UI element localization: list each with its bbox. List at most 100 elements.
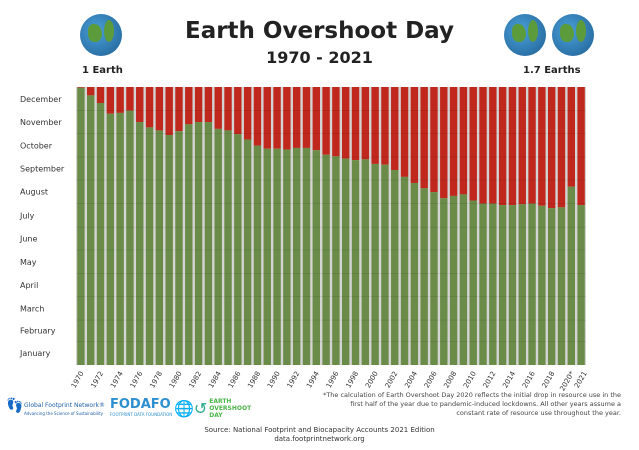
x-tick-label: 1982 (187, 370, 203, 389)
bar-overshoot-2003 (400, 87, 409, 177)
bar-budget-1971 (87, 95, 95, 365)
bar-overshoot-2012 (489, 87, 497, 204)
y-tick-label: September (20, 164, 65, 173)
bar-budget-1998 (351, 160, 360, 365)
x-tick-label: 2018 (541, 370, 557, 389)
bar-overshoot-1997 (342, 87, 350, 159)
bar-overshoot-1999 (361, 87, 370, 160)
x-tick-label: 2004 (403, 370, 419, 390)
y-tick-label: March (20, 304, 44, 313)
bar-overshoot-1993 (302, 87, 311, 148)
bar-overshoot-1972 (96, 87, 105, 103)
bar-overshoot-2015 (518, 87, 526, 205)
bar-budget-1990 (273, 148, 281, 365)
y-tick-label: May (20, 258, 37, 267)
fodafo-logo: FODAFO FOOTPRINT DATA FOUNDATION (110, 398, 172, 418)
bar-budget-1991 (283, 149, 291, 365)
bar-budget-1992 (292, 147, 301, 365)
bar-overshoot-2010 (469, 87, 477, 201)
bar-overshoot-1990 (273, 87, 281, 149)
source-text: Source: National Footprint and Biocapaci… (204, 426, 435, 434)
bar-overshoot-1977 (145, 87, 154, 128)
bar-budget-1974 (116, 112, 124, 365)
bar-budget-1988 (253, 145, 262, 365)
x-tick-label: 1974 (109, 370, 125, 390)
bar-overshoot-2002 (391, 87, 399, 171)
bar-overshoot-1995 (322, 87, 330, 155)
bar-overshoot-1991 (283, 87, 291, 150)
bar-overshoot-1998 (351, 87, 360, 161)
bar-budget-2017 (538, 205, 546, 365)
bar-budget-2002 (391, 170, 399, 365)
bar-budget-1989 (263, 148, 271, 365)
bar-budget-1979 (165, 134, 173, 365)
bar-budget-2001 (381, 164, 389, 365)
x-tick-label: 1970 (70, 370, 86, 389)
bar-overshoot-1973 (106, 87, 115, 114)
bar-budget-1982 (194, 122, 203, 365)
bar-budget-1975 (126, 110, 134, 365)
x-tick-label: 1986 (227, 370, 243, 390)
bar-budget-1986 (234, 134, 242, 365)
bar-overshoot-2008 (449, 87, 458, 196)
bar-budget-2016 (528, 203, 536, 365)
bar-budget-2013 (498, 205, 507, 365)
bar-budget-1976 (136, 122, 144, 365)
y-tick-label: January (19, 349, 51, 358)
x-tick-label: 2008 (442, 370, 458, 389)
bar-budget-1981 (185, 124, 193, 365)
bar-budget-2005 (420, 188, 428, 365)
globe-icon: 🌐 (174, 399, 194, 418)
x-tick-label: 1998 (344, 370, 360, 389)
bar-budget-2003 (400, 176, 409, 365)
x-tick-label: 2016 (521, 370, 537, 390)
bar-overshoot-1970 (77, 87, 85, 88)
gfn-logo-text: Global Footprint Network® (24, 402, 106, 409)
cycle-arrow-icon: ↺ (193, 399, 208, 418)
bar-budget-1987 (243, 139, 252, 365)
one-earth-label: 1 Earth (82, 65, 123, 76)
source-block: Source: National Footprint and Biocapaci… (0, 426, 639, 444)
bar-overshoot-1985 (224, 87, 232, 131)
x-tick-label: 2012 (482, 370, 498, 389)
bar-budget-1996 (332, 156, 340, 365)
bar-overshoot-2004 (410, 87, 419, 183)
x-tick-label: 1978 (148, 370, 164, 389)
x-tick-label: 1972 (89, 370, 105, 389)
bar-overshoot-2019 (557, 87, 566, 208)
x-tick-label: 1992 (286, 370, 302, 389)
bar-budget-1980 (175, 131, 183, 365)
source-url: data.footprintnetwork.org (274, 435, 365, 443)
bar-overshoot-2011 (479, 87, 487, 204)
x-tick-label: 2000 (364, 370, 380, 389)
bar-budget-2010 (469, 200, 477, 365)
x-tick-label: 1990 (266, 370, 282, 389)
bar-budget-2009 (459, 194, 468, 365)
eod-logo: 🌐↺ EARTH OVERSHOOT DAY (174, 398, 251, 419)
bar-overshoot-1978 (155, 87, 164, 131)
globe-icon (80, 14, 122, 56)
bar-budget-1977 (145, 127, 154, 365)
bar-budget-1978 (155, 130, 164, 365)
bar-overshoot-2014 (508, 87, 517, 206)
y-tick-label: August (20, 188, 48, 197)
x-tick-label: 2020* (558, 370, 576, 393)
x-tick-label: 1976 (129, 370, 145, 390)
bar-budget-1994 (312, 150, 320, 365)
bar-overshoot-2018 (547, 87, 556, 209)
bar-budget-1970 (77, 87, 85, 365)
bar-budget-2014 (508, 205, 517, 365)
bar-overshoot-2005 (420, 87, 428, 189)
y-tick-label: July (19, 211, 35, 220)
x-tick-label: 2002 (384, 370, 400, 389)
bar-overshoot-2006 (430, 87, 438, 193)
bar-budget-2004 (410, 182, 419, 365)
y-tick-label: February (20, 327, 56, 336)
bar-overshoot-1980 (175, 87, 183, 132)
bar-overshoot-1974 (116, 87, 124, 113)
bar-overshoot-2000 (371, 87, 379, 164)
bar-overshoot-1994 (312, 87, 320, 151)
bar-budget-2008 (449, 195, 458, 365)
bar-overshoot-1984 (214, 87, 222, 129)
bar-budget-1993 (302, 147, 311, 365)
